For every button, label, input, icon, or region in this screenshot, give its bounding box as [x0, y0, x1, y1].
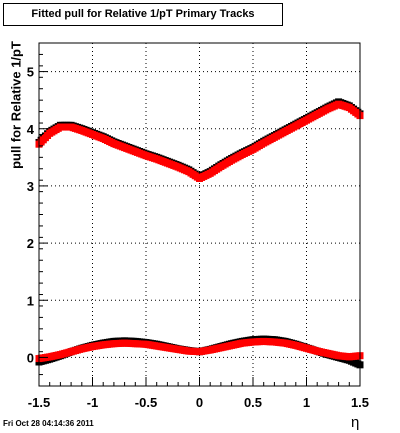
x-tick-label: 0.5 [244, 395, 262, 410]
y-tick-label: 2 [27, 236, 34, 251]
axis-ticks [38, 42, 361, 387]
grid-lines [39, 43, 360, 386]
plot-frame [38, 42, 361, 387]
x-tick-label: 0 [196, 395, 203, 410]
y-tick-label: 1 [27, 293, 34, 308]
x-tick-label: -0.5 [135, 395, 157, 410]
x-tick-label: -1.5 [28, 395, 50, 410]
chart-title: Fitted pull for Relative 1/pT Primary Tr… [3, 3, 283, 26]
y-tick-label: 4 [27, 122, 35, 137]
series-upper-red [35, 100, 364, 182]
y-tick-label: 3 [27, 179, 34, 194]
y-tick-label: 0 [27, 350, 34, 365]
x-axis-label: η [351, 414, 360, 431]
series-lower-red [35, 337, 364, 363]
y-tick-label: 5 [27, 65, 34, 80]
x-tick-label: 1 [303, 395, 310, 410]
x-tick-label: 1.5 [351, 395, 369, 410]
data-points [35, 98, 364, 369]
x-tick-label: -1 [87, 395, 99, 410]
timestamp-footer: Fri Oct 28 04:14:36 2011 [3, 419, 94, 428]
tick-labels: -1.5 -1 -0.5 0 0.5 1 1.5 0 1 2 3 4 5 [27, 65, 369, 410]
